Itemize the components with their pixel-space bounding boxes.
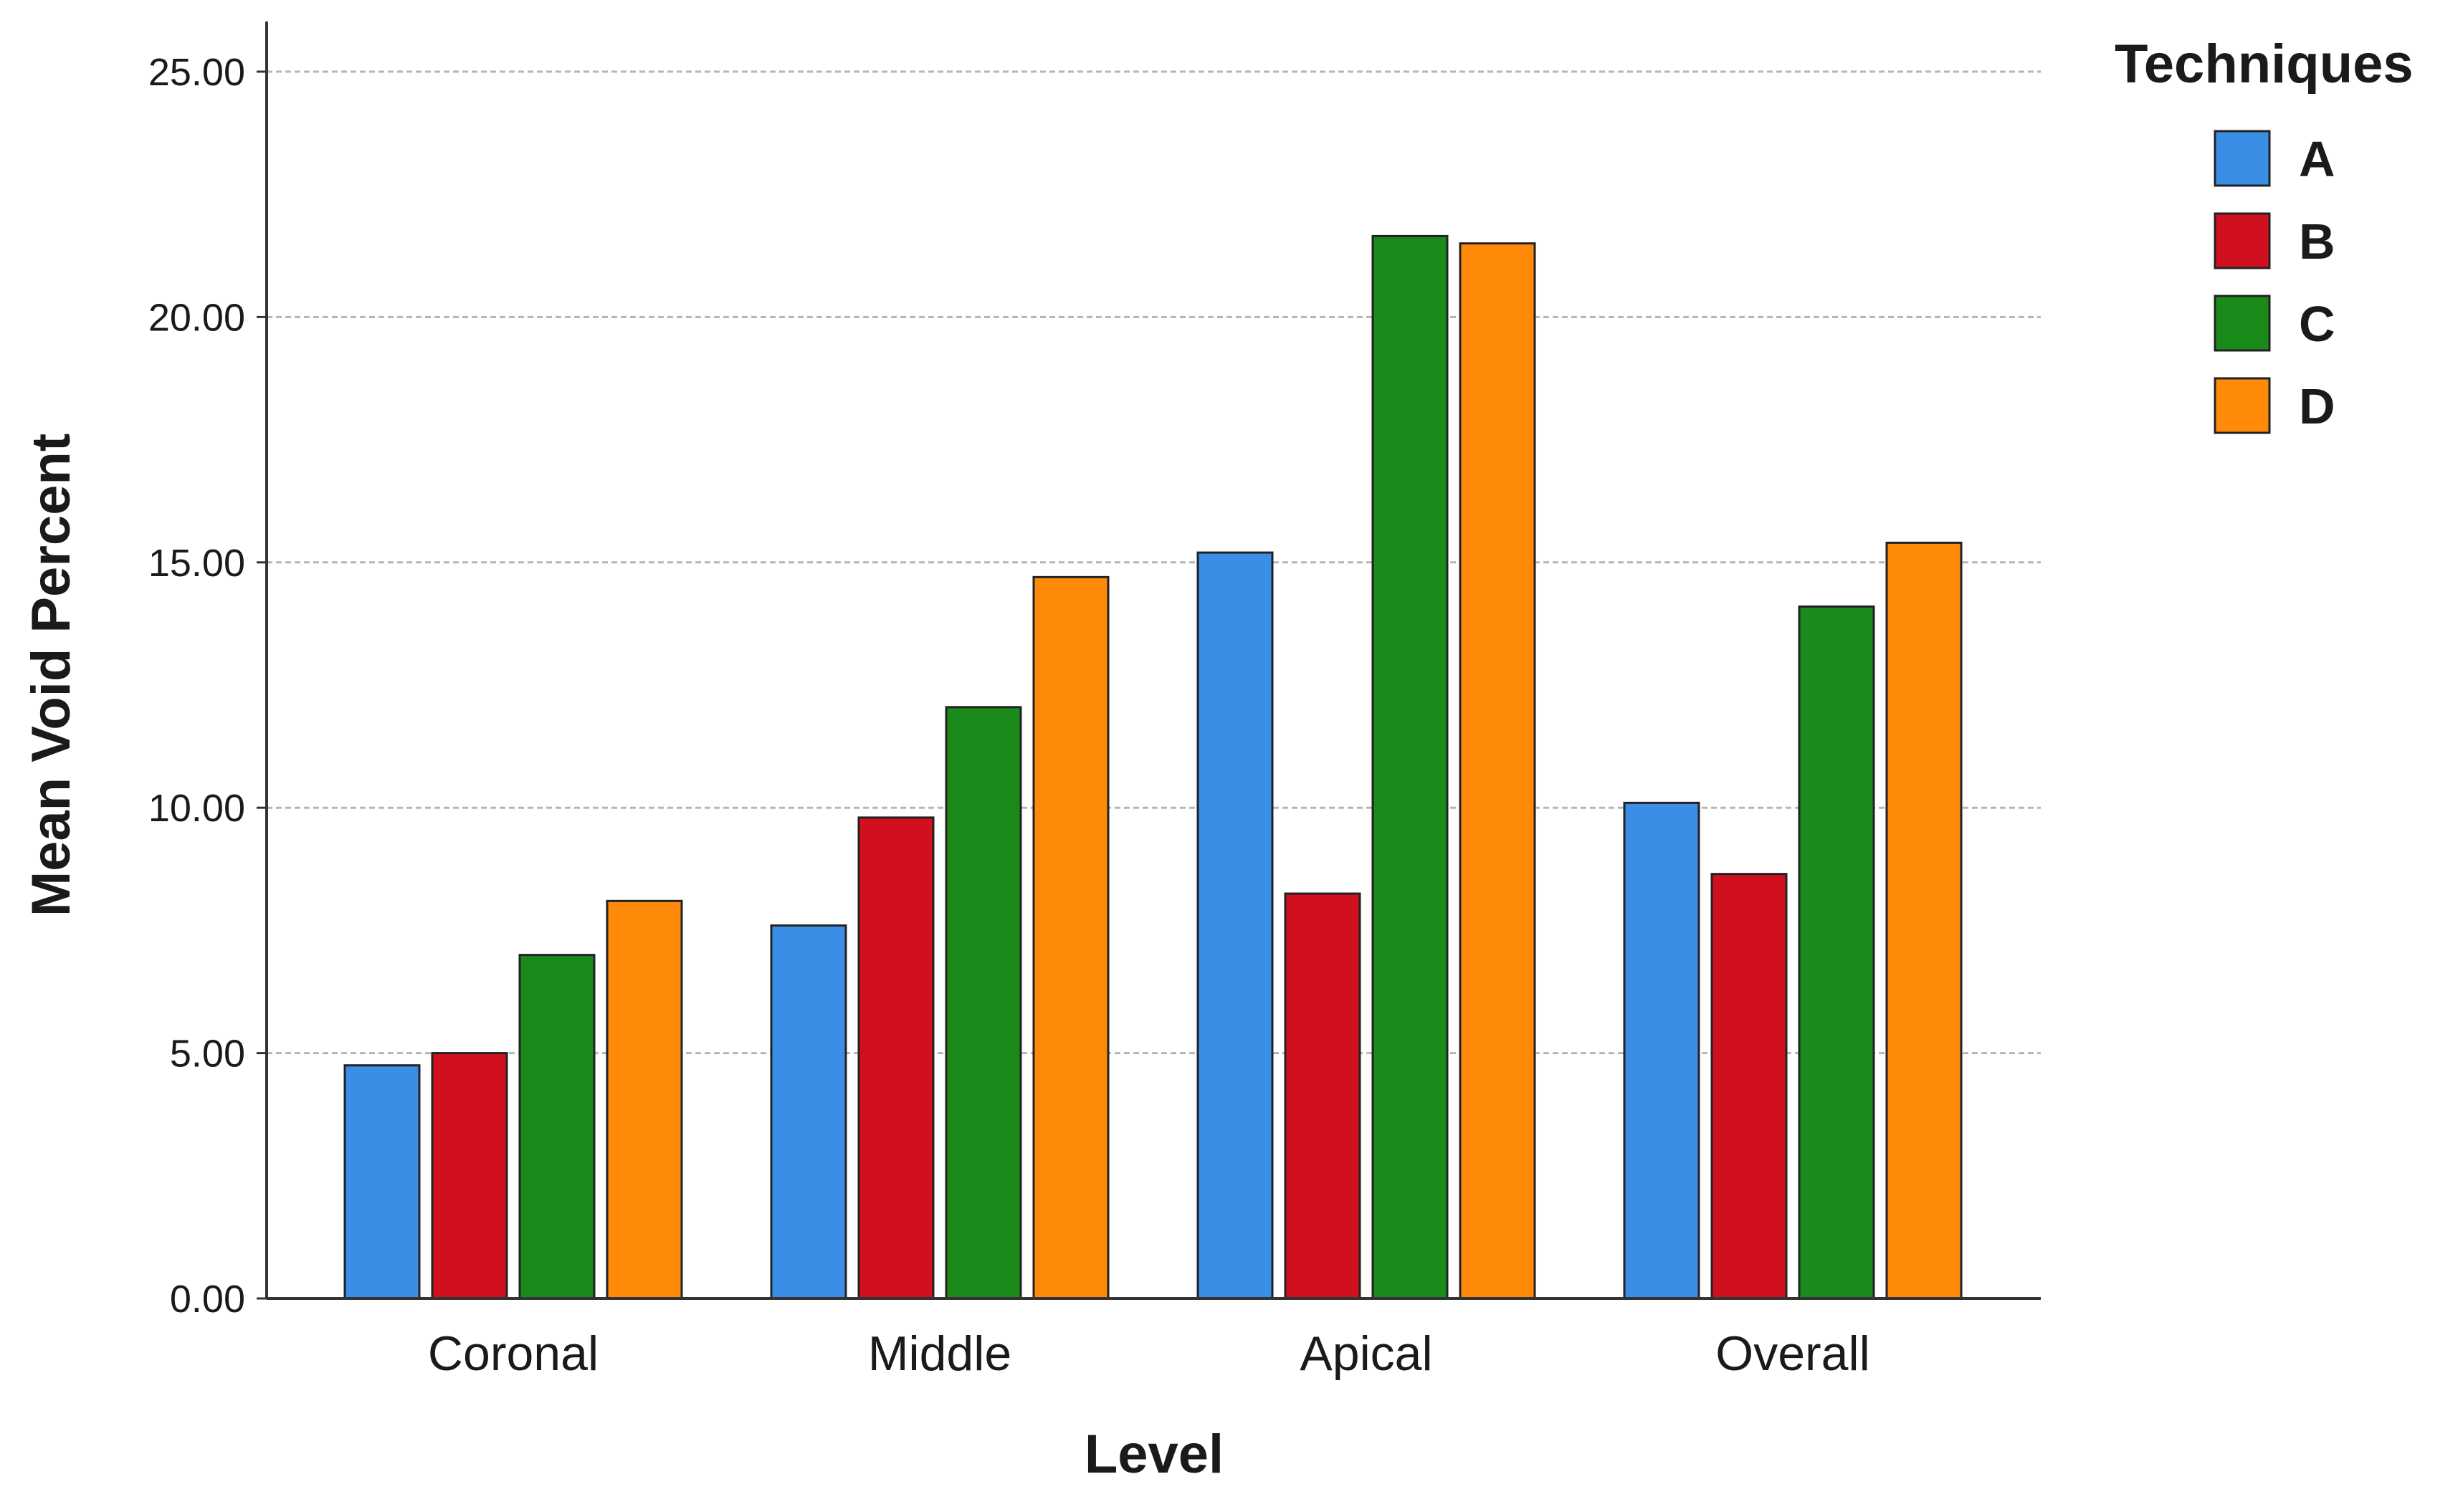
y-tick-label: 25.00 [148,51,245,94]
bar-c-middle [945,706,1022,1300]
bar-a-overall [1623,801,1700,1300]
bars [343,234,1963,1300]
bar-c-apical [1371,234,1449,1300]
bar-d-apical [1459,242,1536,1300]
bar-a-coronal [343,1064,421,1300]
bar-a-middle [770,924,847,1300]
y-axis-title: Mean Void Percent [21,434,82,917]
bar-b-apical [1284,892,1361,1300]
x-axis-title: Level [1085,1424,1224,1485]
y-tick-label: 20.00 [148,296,245,339]
legend-label: B [2299,214,2335,269]
y-tick-label: 5.00 [170,1033,245,1076]
bar-c-coronal [518,954,596,1300]
x-category-label: Apical [1300,1326,1432,1381]
y-tick-label: 0.00 [170,1278,245,1321]
x-categories: Coronal Middle Apical Overall [428,1326,1870,1381]
legend-swatch-b [2214,212,2271,269]
y-tick-label: 10.00 [148,787,245,830]
legend-swatch-c [2214,295,2271,352]
bar-b-middle [857,816,935,1300]
legend-label: C [2299,296,2335,352]
y-tick-label: 15.00 [148,542,245,585]
legend-swatch-a [2214,130,2271,187]
legend-label: A [2299,131,2335,187]
axes [265,21,2041,1300]
legend-label: D [2299,378,2335,434]
bar-d-coronal [606,899,683,1300]
legend-title: Techniques [2115,34,2414,95]
bar-c-overall [1798,605,1875,1300]
x-category-label: Coronal [428,1326,599,1381]
x-category-label: Overall [1715,1326,1869,1381]
bar-b-overall [1710,873,1788,1300]
y-ticks: 0.00 5.00 10.00 15.00 20.00 25.00 [148,51,267,1321]
bar-a-apical [1196,551,1274,1300]
legend-swatch-d [2214,377,2271,434]
gridlines [267,70,2041,1055]
x-category-label: Middle [868,1326,1011,1381]
bar-d-overall [1885,541,1963,1300]
bar-d-middle [1032,575,1110,1300]
bar-b-coronal [431,1052,508,1300]
